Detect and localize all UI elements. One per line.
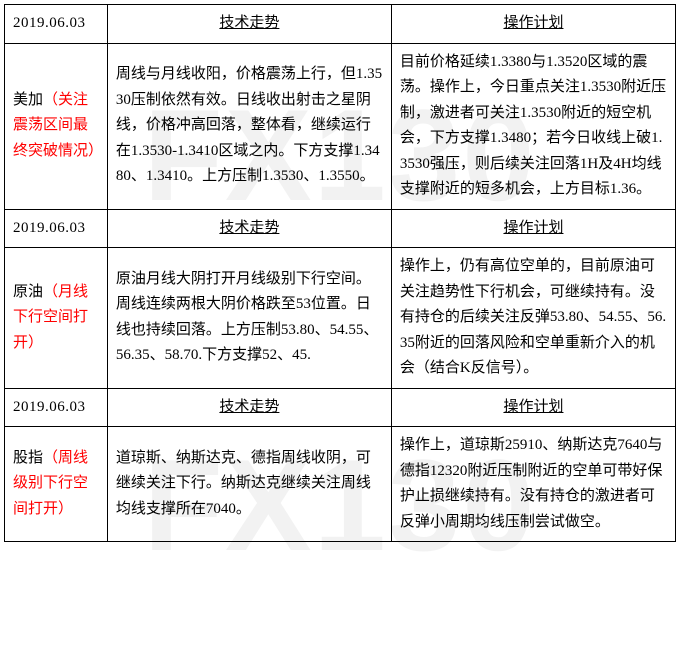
date-cell: 2019.06.03	[5, 5, 108, 44]
tech-header: 技术走势	[107, 209, 391, 248]
instrument-name: 原油	[13, 284, 43, 300]
plan-cell: 目前价格延续1.3380与1.3520区域的震荡。操作上，今日重点关注1.353…	[391, 43, 675, 209]
instrument-name: 美加	[13, 92, 43, 108]
analysis-table: 2019.06.03 技术走势 操作计划 美加（关注震荡区间最终突破情况） 周线…	[4, 4, 676, 542]
table-row: 股指（周线级别下行空间打开） 道琼斯、纳斯达克、德指周线收阴，可继续关注下行。纳…	[5, 427, 676, 542]
date-cell: 2019.06.03	[5, 209, 108, 248]
plan-header: 操作计划	[391, 209, 675, 248]
plan-header: 操作计划	[391, 5, 675, 44]
plan-cell: 操作上，道琼斯25910、纳斯达克7640与德指12320附近压制附近的空单可带…	[391, 427, 675, 542]
plan-cell: 操作上，仍有高位空单的，目前原油可关注趋势性下行机会，可继续持有。没有持仓的后续…	[391, 248, 675, 389]
instrument-label: 原油（月线下行空间打开）	[5, 248, 108, 389]
instrument-label: 美加（关注震荡区间最终突破情况）	[5, 43, 108, 209]
instrument-label: 股指（周线级别下行空间打开）	[5, 427, 108, 542]
tech-cell: 原油月线大阴打开月线级别下行空间。周线连续两根大阴价格跌至53位置。日线也持续回…	[107, 248, 391, 389]
tech-cell: 道琼斯、纳斯达克、德指周线收阴，可继续关注下行。纳斯达克继续关注周线均线支撑所在…	[107, 427, 391, 542]
table-row: 美加（关注震荡区间最终突破情况） 周线与月线收阳，价格震荡上行，但1.3530压…	[5, 43, 676, 209]
table-row: 2019.06.03 技术走势 操作计划	[5, 5, 676, 44]
tech-header: 技术走势	[107, 5, 391, 44]
plan-header: 操作计划	[391, 388, 675, 427]
tech-cell: 周线与月线收阳，价格震荡上行，但1.3530压制依然有效。日线收出射击之星阴线，…	[107, 43, 391, 209]
instrument-name: 股指	[13, 450, 43, 466]
table-row: 2019.06.03 技术走势 操作计划	[5, 209, 676, 248]
page-root: FX130 FX130 2019.06.03 技术走势 操作计划 美加（关注震荡…	[0, 0, 680, 546]
date-cell: 2019.06.03	[5, 388, 108, 427]
table-row: 2019.06.03 技术走势 操作计划	[5, 388, 676, 427]
tech-header: 技术走势	[107, 388, 391, 427]
table-row: 原油（月线下行空间打开） 原油月线大阴打开月线级别下行空间。周线连续两根大阴价格…	[5, 248, 676, 389]
